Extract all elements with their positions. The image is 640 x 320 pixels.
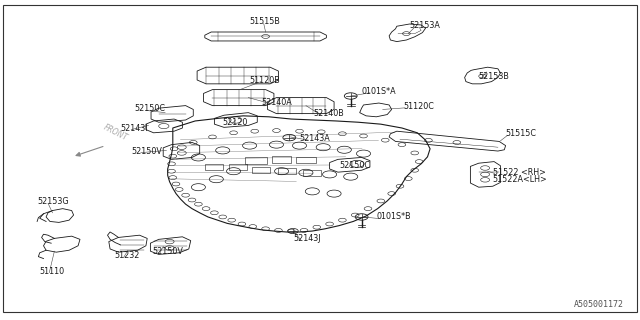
Text: A505001172: A505001172	[574, 300, 624, 309]
Text: 52150V: 52150V	[152, 247, 183, 256]
Text: 52143I: 52143I	[120, 124, 148, 132]
Text: 51522A<LH>: 51522A<LH>	[493, 175, 548, 184]
Text: 52150C: 52150C	[134, 104, 165, 113]
Text: 52143A: 52143A	[300, 134, 330, 143]
Bar	[272, 156, 291, 163]
Text: 51110: 51110	[40, 267, 65, 276]
Text: 51232: 51232	[114, 252, 140, 260]
Bar	[245, 157, 268, 164]
Text: 52150C: 52150C	[339, 161, 370, 170]
Bar	[296, 157, 316, 163]
Bar	[278, 168, 296, 174]
Text: 52140A: 52140A	[261, 98, 292, 107]
Bar	[303, 170, 321, 176]
Text: 51515C: 51515C	[506, 129, 536, 138]
Text: 52150V: 52150V	[131, 147, 162, 156]
Text: 51515B: 51515B	[250, 17, 280, 26]
Text: 52140B: 52140B	[314, 109, 344, 118]
Text: 0101S*A: 0101S*A	[362, 87, 396, 96]
Text: 52153G: 52153G	[37, 197, 68, 206]
Text: 0101S*B: 0101S*B	[376, 212, 411, 221]
Bar	[229, 164, 247, 170]
Text: FRONT: FRONT	[102, 123, 129, 142]
Text: 51522 <RH>: 51522 <RH>	[493, 168, 546, 177]
Text: 52143J: 52143J	[293, 234, 321, 243]
Text: 52120: 52120	[223, 118, 248, 127]
Text: 52153B: 52153B	[479, 72, 509, 81]
Text: 51120C: 51120C	[403, 102, 434, 111]
Bar	[205, 164, 223, 170]
Bar	[252, 167, 270, 173]
Text: 52153A: 52153A	[410, 21, 440, 30]
Text: 51120B: 51120B	[250, 76, 280, 84]
